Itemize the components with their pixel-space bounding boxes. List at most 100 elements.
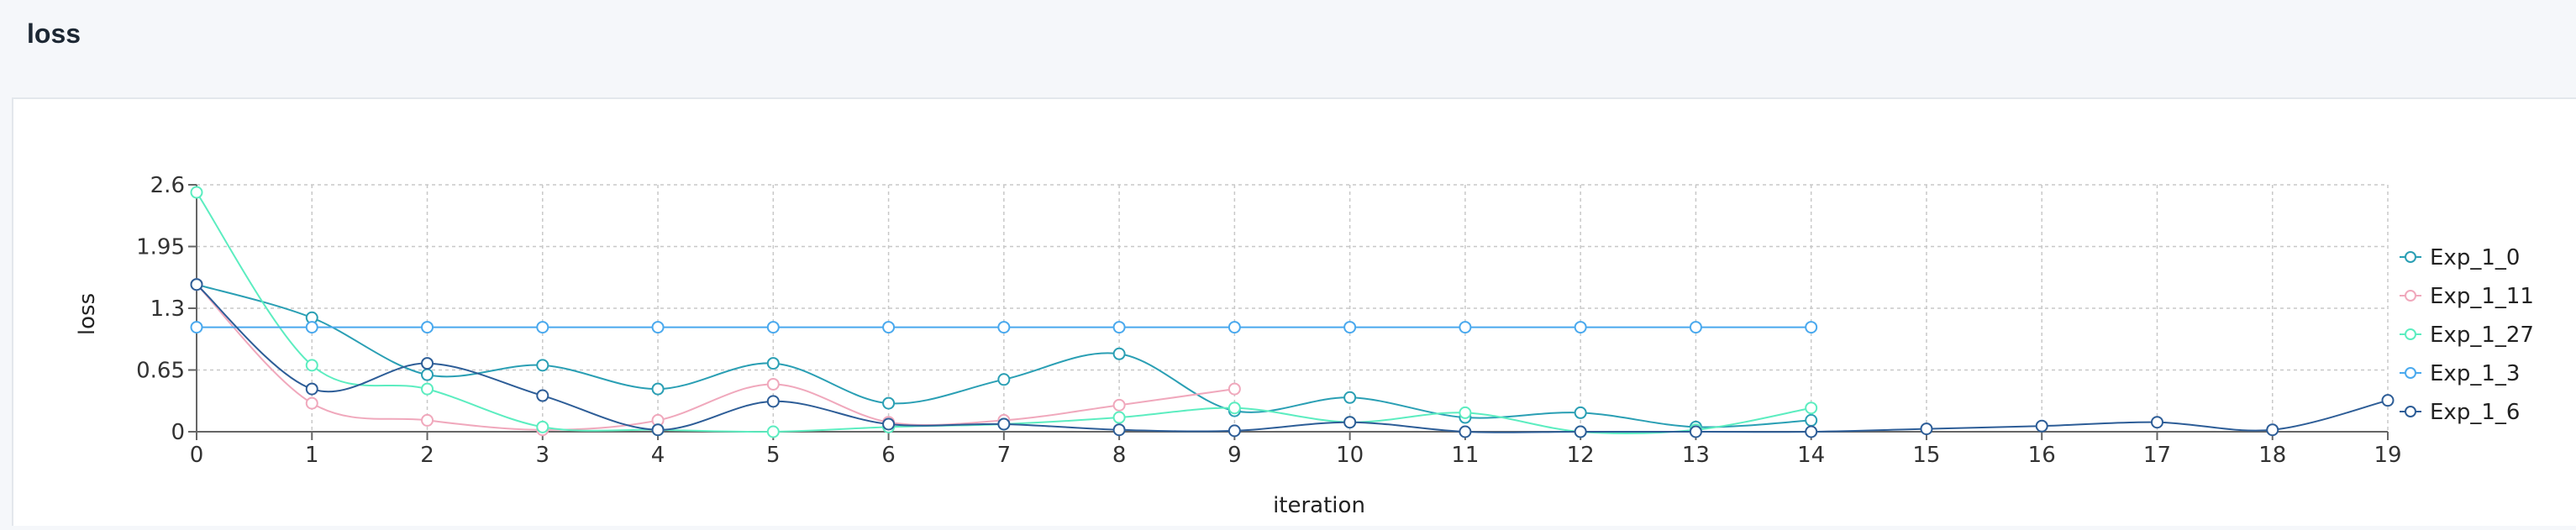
axes: 00.651.31.952.60 1 2 3 4 5 6 7 8 9 10 11 12 13 14 15 16 1… bbox=[136, 173, 2401, 468]
data-point[interactable] bbox=[1920, 422, 1933, 436]
data-point[interactable] bbox=[1805, 425, 1818, 438]
data-point[interactable] bbox=[882, 396, 896, 410]
x-tick-label: 0 bbox=[190, 443, 204, 468]
data-point[interactable] bbox=[536, 321, 549, 334]
data-point[interactable] bbox=[1343, 321, 1357, 334]
data-point[interactable] bbox=[766, 357, 780, 370]
x-tick-label: 9 bbox=[1228, 443, 1242, 468]
x-tick-label: 13 bbox=[1682, 443, 1710, 468]
data-point[interactable] bbox=[997, 373, 1011, 386]
data-point[interactable] bbox=[1343, 416, 1357, 429]
x-tick-label: 19 bbox=[2374, 443, 2401, 468]
data-point[interactable] bbox=[536, 359, 549, 372]
data-point[interactable] bbox=[1805, 401, 1818, 415]
y-tick-label: 1.3 bbox=[150, 296, 185, 322]
data-point[interactable] bbox=[2150, 416, 2163, 429]
data-point[interactable] bbox=[1112, 347, 1126, 360]
data-point[interactable] bbox=[305, 382, 318, 396]
data-point[interactable] bbox=[651, 321, 665, 334]
data-point[interactable] bbox=[1112, 411, 1126, 424]
data-point[interactable] bbox=[1112, 398, 1126, 412]
data-point[interactable] bbox=[305, 359, 318, 372]
legend-label: Exp_1_27 bbox=[2430, 323, 2534, 348]
data-point[interactable] bbox=[1343, 391, 1357, 404]
data-point[interactable] bbox=[1228, 321, 1241, 334]
data-point[interactable] bbox=[997, 417, 1011, 431]
series-Exp_1_11 bbox=[190, 278, 1241, 437]
legend-item[interactable]: Exp_1_3 bbox=[2400, 361, 2520, 386]
data-point[interactable] bbox=[882, 321, 896, 334]
x-axis-label: iteration bbox=[1273, 493, 1365, 518]
data-point[interactable] bbox=[421, 413, 434, 427]
x-tick-label: 1 bbox=[305, 443, 319, 468]
data-point[interactable] bbox=[421, 382, 434, 396]
data-point[interactable] bbox=[536, 420, 549, 433]
y-tick-label: 0 bbox=[171, 420, 185, 445]
x-tick-label: 18 bbox=[2258, 443, 2286, 468]
series-line bbox=[196, 284, 1235, 431]
x-tick-label: 16 bbox=[2028, 443, 2056, 468]
data-point[interactable] bbox=[1574, 406, 1587, 419]
legend[interactable]: Exp_1_0 Exp_1_11 Exp_1_27 Exp_1_3 Exp_1_6 bbox=[2400, 245, 2534, 425]
legend-item[interactable]: Exp_1_27 bbox=[2400, 323, 2534, 348]
panel-header: loss bbox=[0, 0, 2576, 97]
data-point[interactable] bbox=[305, 321, 318, 334]
data-point[interactable] bbox=[1228, 424, 1241, 438]
legend-swatch-marker bbox=[2405, 328, 2416, 340]
x-tick-label: 11 bbox=[1451, 443, 1479, 468]
data-point[interactable] bbox=[421, 321, 434, 334]
legend-item[interactable]: Exp_1_6 bbox=[2400, 400, 2520, 425]
data-point[interactable] bbox=[2381, 394, 2395, 407]
data-point[interactable] bbox=[190, 321, 203, 334]
legend-item[interactable]: Exp_1_11 bbox=[2400, 284, 2534, 309]
data-point[interactable] bbox=[1228, 382, 1241, 396]
legend-label: Exp_1_11 bbox=[2430, 284, 2534, 309]
page-title: loss bbox=[27, 18, 81, 49]
data-point[interactable] bbox=[1689, 321, 1702, 334]
chart-panel: 0 0.65 1.3 1.95 2.6 0 1 2 3 4 5 6 7 8 9 10 11 12 13 14 15 16 1… bbox=[12, 97, 2576, 526]
legend-item[interactable]: Exp_1_0 bbox=[2400, 245, 2520, 270]
legend-swatch-marker bbox=[2405, 251, 2416, 263]
data-point[interactable] bbox=[766, 377, 780, 391]
data-point[interactable] bbox=[766, 395, 780, 408]
loss-chart: 00.651.31.952.60 1 2 3 4 5 6 7 8 9 10 11 12 13 14 15 16 1… bbox=[75, 173, 2534, 518]
data-point[interactable] bbox=[1459, 406, 1472, 419]
data-point[interactable] bbox=[882, 417, 896, 431]
series-layer bbox=[190, 186, 2395, 438]
data-point[interactable] bbox=[1689, 425, 1702, 438]
data-point[interactable] bbox=[305, 396, 318, 410]
data-point[interactable] bbox=[1805, 413, 1818, 427]
data-point[interactable] bbox=[421, 368, 434, 381]
data-point[interactable] bbox=[421, 357, 434, 370]
data-point[interactable] bbox=[651, 382, 665, 396]
y-tick-label: 0.65 bbox=[136, 359, 185, 384]
data-point[interactable] bbox=[1574, 321, 1587, 334]
data-point[interactable] bbox=[1805, 321, 1818, 334]
x-tick-label: 4 bbox=[651, 443, 665, 468]
data-point[interactable] bbox=[1459, 425, 1472, 438]
x-tick-label: 6 bbox=[881, 443, 896, 468]
data-point[interactable] bbox=[2266, 423, 2279, 437]
data-point[interactable] bbox=[1112, 321, 1126, 334]
data-point[interactable] bbox=[766, 425, 780, 438]
data-point[interactable] bbox=[1459, 321, 1472, 334]
data-point[interactable] bbox=[190, 278, 203, 291]
data-point[interactable] bbox=[1228, 401, 1241, 415]
data-point[interactable] bbox=[766, 321, 780, 334]
data-point[interactable] bbox=[651, 423, 665, 437]
data-point[interactable] bbox=[2035, 419, 2048, 433]
grid bbox=[197, 184, 2389, 432]
series-Exp_1_3 bbox=[190, 321, 1818, 334]
x-tick-label: 8 bbox=[1112, 443, 1127, 468]
data-point[interactable] bbox=[1574, 425, 1587, 438]
legend-label: Exp_1_6 bbox=[2430, 400, 2520, 425]
data-point[interactable] bbox=[190, 186, 203, 199]
y-axis-label: loss bbox=[75, 293, 100, 335]
series-Exp_1_6 bbox=[190, 278, 2395, 438]
x-tick-label: 10 bbox=[1336, 443, 1364, 468]
data-point[interactable] bbox=[1112, 423, 1126, 437]
data-point[interactable] bbox=[536, 389, 549, 402]
y-tick-label: 2.6 bbox=[150, 173, 185, 198]
y-tick-label: 1.95 bbox=[136, 235, 185, 260]
data-point[interactable] bbox=[997, 321, 1011, 334]
